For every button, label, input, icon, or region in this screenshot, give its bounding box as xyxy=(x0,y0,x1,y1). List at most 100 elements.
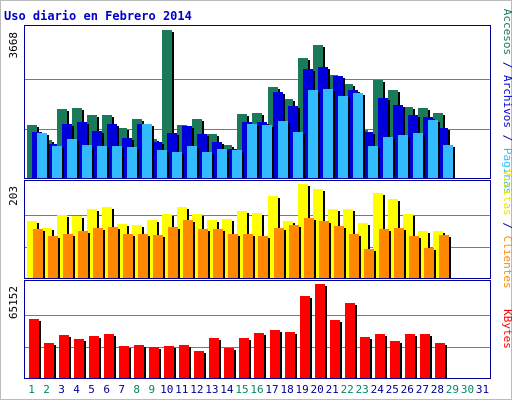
day-label-10: 10 xyxy=(160,383,173,396)
day-label-4: 4 xyxy=(73,383,80,396)
day-label-26: 26 xyxy=(401,383,414,396)
series-kbytes xyxy=(29,284,447,378)
bar-visitas-day-23 xyxy=(358,223,368,278)
day-label-27: 27 xyxy=(416,383,429,396)
bar-kbytes-day-19 xyxy=(300,296,310,378)
bar-visitas-day-19 xyxy=(298,184,308,278)
bar-kbytes-day-3 xyxy=(59,335,69,378)
bar-pginas-day-19 xyxy=(308,90,318,178)
bar-clientes-day-7 xyxy=(123,234,133,278)
bar-clientes-day-28 xyxy=(439,235,449,278)
bar-pginas-day-23 xyxy=(368,146,378,178)
bar-kbytes-day-9 xyxy=(149,347,159,378)
bar-clientes-day-15 xyxy=(243,234,253,278)
bar-clientes-day-4 xyxy=(78,231,88,278)
bar-pginas-day-6 xyxy=(112,146,122,178)
bar-clientes-day-23 xyxy=(364,249,374,278)
day-label-28: 28 xyxy=(431,383,444,396)
day-label-13: 13 xyxy=(205,383,218,396)
legend-entry: Visitas xyxy=(501,169,512,215)
bar-clientes-day-25 xyxy=(394,228,404,278)
bar-visitas-day-12 xyxy=(192,214,202,278)
bar-clientes-day-27 xyxy=(424,248,434,278)
bar-kbytes-day-8 xyxy=(134,345,144,378)
chart-title: Uso diario en Febrero 2014 xyxy=(4,9,192,23)
day-label-29: 29 xyxy=(446,383,459,396)
bar-kbytes-day-25 xyxy=(390,341,400,378)
bar-clientes-day-24 xyxy=(379,229,389,278)
bar-visitas-day-20 xyxy=(313,189,323,278)
day-label-7: 7 xyxy=(118,383,125,396)
bar-visitas-day-6 xyxy=(102,207,112,278)
bar-kbytes-day-6 xyxy=(104,334,114,378)
day-label-17: 17 xyxy=(265,383,278,396)
bar-kbytes-day-24 xyxy=(375,334,385,378)
bar-kbytes-day-26 xyxy=(405,334,415,378)
bar-kbytes-day-22 xyxy=(345,303,355,378)
bar-kbytes-day-1 xyxy=(29,319,39,378)
day-label-1: 1 xyxy=(28,383,35,396)
bar-visitas-day-15 xyxy=(237,211,247,278)
bar-pginas-day-4 xyxy=(82,145,92,178)
bar-clientes-day-11 xyxy=(183,220,193,278)
bar-clientes-day-26 xyxy=(409,236,419,278)
bar-kbytes-day-14 xyxy=(224,348,234,378)
day-label-20: 20 xyxy=(310,383,323,396)
bar-visitas-day-22 xyxy=(343,209,353,278)
day-label-30: 30 xyxy=(461,383,474,396)
bar-clientes-day-12 xyxy=(198,229,208,278)
day-label-18: 18 xyxy=(280,383,293,396)
bar-pginas-day-14 xyxy=(232,150,242,178)
bar-pginas-day-15 xyxy=(247,124,257,178)
bar-visitas-day-11 xyxy=(177,207,187,278)
bar-kbytes-day-5 xyxy=(89,336,99,378)
bar-pginas-day-21 xyxy=(338,96,348,178)
day-label-19: 19 xyxy=(295,383,308,396)
bar-visitas-day-1 xyxy=(27,221,37,278)
bar-visitas-day-28 xyxy=(433,231,443,278)
bar-visitas-day-26 xyxy=(403,214,413,278)
panel-visits: 203 Visitas / Clientes xyxy=(7,169,512,288)
ymax-label-visits: 203 xyxy=(7,186,20,206)
ymax-label-hits: 3668 xyxy=(7,32,20,59)
bar-visitas-day-25 xyxy=(388,199,398,278)
legend-entry: Clientes xyxy=(501,236,512,289)
day-label-2: 2 xyxy=(43,383,50,396)
bar-pginas-day-7 xyxy=(127,147,137,178)
series-legend-kbytes: KBytes xyxy=(501,309,512,349)
legend-entry: Archivos xyxy=(501,75,512,128)
bar-kbytes-day-27 xyxy=(420,334,430,378)
bar-kbytes-day-15 xyxy=(239,338,249,378)
bar-kbytes-day-20 xyxy=(315,284,325,378)
bar-visitas-day-27 xyxy=(418,231,428,278)
bar-kbytes-day-7 xyxy=(119,346,129,378)
bar-visitas-day-5 xyxy=(87,209,97,278)
bar-pginas-day-25 xyxy=(398,135,408,178)
bar-pginas-day-13 xyxy=(217,149,227,178)
day-label-3: 3 xyxy=(58,383,65,396)
day-label-8: 8 xyxy=(133,383,140,396)
day-label-31: 31 xyxy=(476,383,489,396)
day-label-9: 9 xyxy=(148,383,155,396)
bar-visitas-day-2 xyxy=(42,228,52,278)
bar-kbytes-day-4 xyxy=(74,339,84,378)
bar-kbytes-day-21 xyxy=(330,320,340,378)
day-label-23: 23 xyxy=(356,383,369,396)
bar-pginas-day-16 xyxy=(262,125,272,178)
panel-kbytes: 65152 KBytes xyxy=(7,280,512,379)
series-pginas xyxy=(37,89,455,178)
day-label-24: 24 xyxy=(371,383,385,396)
bar-pginas-day-20 xyxy=(323,89,333,178)
legend-entry: / xyxy=(501,216,512,236)
series-legend-visits: Visitas / Clientes xyxy=(501,169,512,288)
legend-entry: / xyxy=(501,128,512,148)
bar-visitas-day-13 xyxy=(207,220,217,278)
bar-visitas-day-4 xyxy=(72,216,82,278)
day-label-15: 15 xyxy=(235,383,248,396)
bar-clientes-day-13 xyxy=(213,229,223,278)
bar-clientes-day-10 xyxy=(168,227,178,278)
day-label-16: 16 xyxy=(250,383,263,396)
bar-pginas-day-28 xyxy=(443,145,453,178)
